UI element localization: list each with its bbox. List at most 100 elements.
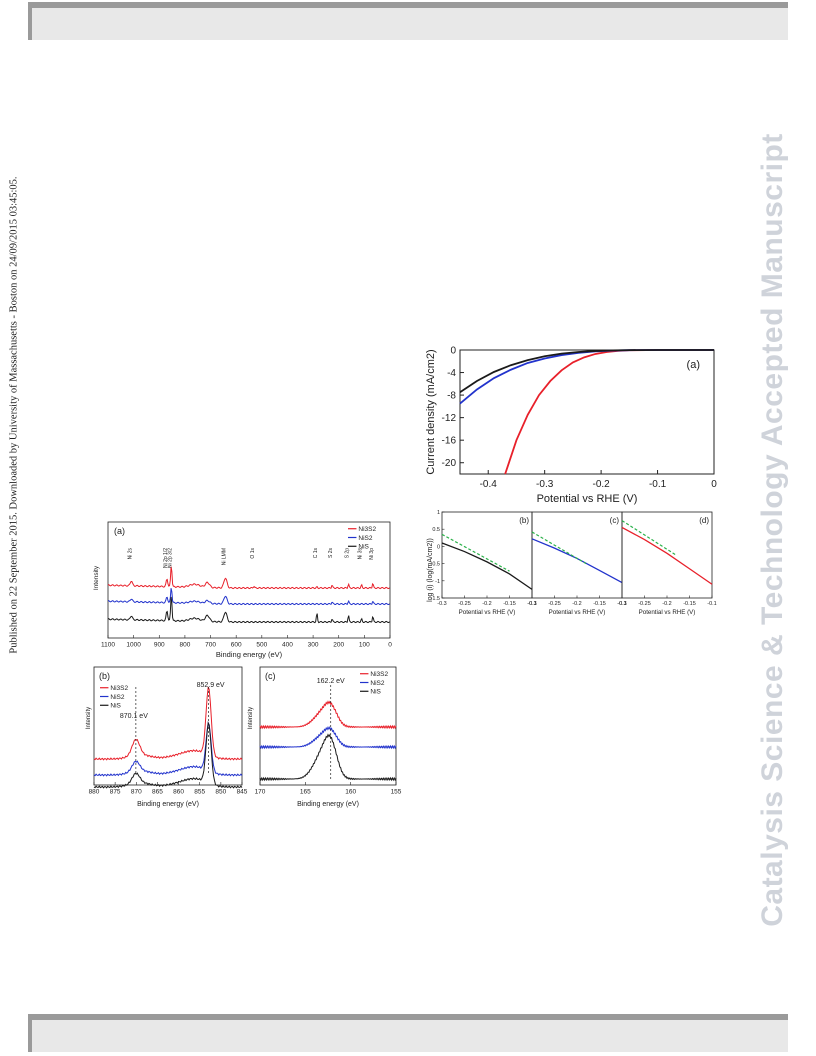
lsv-y-tick-label: -16 <box>442 436 457 447</box>
legend-label-ni3s2: Ni3S2 <box>358 526 376 533</box>
lsv-x-tick-label: 0 <box>711 479 717 490</box>
tafel-x-tick-label: -0.2 <box>482 601 491 607</box>
xps-x-tick-label: 865 <box>152 789 163 796</box>
xps-x-tick-label: 870 <box>131 789 142 796</box>
xps-x-tick-label: 800 <box>179 642 190 649</box>
survey-peak-label: O 1s <box>250 548 256 559</box>
tafel-x-axis-label: Potential vs RHE (V) <box>459 609 516 616</box>
tafel-x-tick-label: -0.1 <box>527 601 536 607</box>
xps-x-tick-label: 1000 <box>126 642 141 649</box>
tafel-x-tick-label: -0.1 <box>617 601 626 607</box>
xps-x-tick-label: 900 <box>154 642 165 649</box>
legend-label-nis: NiS <box>110 703 121 710</box>
journal-watermark-text: Catalysis Science & Technology Accepted … <box>756 133 789 927</box>
ni2p-curve-nis2 <box>93 721 243 777</box>
xps-x-tick-label: 165 <box>300 789 311 796</box>
xps-x-tick-label: 850 <box>215 789 226 796</box>
tafel-y-axis-label: log (i) (log(mA/cm2)) <box>427 538 434 602</box>
legend-label-ni3s2: Ni3S2 <box>370 671 388 678</box>
tafel-x-tick-label: -0.25 <box>548 601 561 607</box>
lsv-curve-nis <box>459 349 714 394</box>
survey-y-axis-label: Intensity <box>93 565 100 590</box>
lsv-x-tick-label: -0.1 <box>649 479 667 490</box>
s2p-panel-label: (c) <box>265 671 276 681</box>
legend-label-nis: NiS <box>370 689 381 696</box>
tafel-x-tick-label: -0.25 <box>458 601 471 607</box>
tafel-x-tick-label: -0.15 <box>683 601 696 607</box>
lsv-y-tick-label: -20 <box>442 458 457 469</box>
ni2p-peak-annotation: 870.1 eV <box>120 713 148 720</box>
s2p-y-axis-label: Intensity <box>248 707 254 729</box>
bottom-frame-bar <box>28 1014 788 1052</box>
xps-x-tick-label: 160 <box>345 789 356 796</box>
tafel-charts: log (i) (log(mA/cm2)) -0.3 -0.25 -0.2 -0.15… <box>427 510 717 616</box>
ni2p-curve-ni3s2 <box>93 686 243 761</box>
lsv-curve-nis2 <box>459 349 714 405</box>
xps-x-tick-label: 700 <box>205 642 216 649</box>
xps-x-tick-label: 500 <box>256 642 267 649</box>
tafel-x-axis-label: Potential vs RHE (V) <box>639 609 696 616</box>
ni2p-peak-annotation: 852.9 eV <box>197 682 225 689</box>
lsv-plot-frame <box>459 349 715 475</box>
survey-curve-nis <box>107 596 390 624</box>
xps-x-tick-label: 875 <box>110 789 121 796</box>
top-frame-bar <box>28 2 788 40</box>
xps-x-tick-label: 100 <box>359 642 370 649</box>
tafel-y-tick-label: -1 <box>435 579 440 585</box>
publication-note-text: Published on 22 September 2015. Download… <box>8 176 20 654</box>
tafel-y-tick-label: 1 <box>437 510 440 516</box>
lsv-x-tick-label: -0.4 <box>480 479 498 490</box>
tafel-y-tick-label: 0.5 <box>432 527 440 533</box>
survey-x-axis-label: Binding energy (eV) <box>216 650 283 659</box>
s2p-curve-nis <box>259 733 397 782</box>
xps-x-tick-label: 155 <box>391 789 402 796</box>
tafel-y-tick-label: -0.5 <box>431 562 440 568</box>
survey-peak-label: Ni 2s <box>127 548 133 560</box>
tafel-x-tick-label: -0.15 <box>503 601 516 607</box>
s2p-curve-ni3s2 <box>259 700 397 730</box>
tafel-fit-line <box>441 533 510 572</box>
lsv-x-tick-label: -0.2 <box>592 479 610 490</box>
lsv-x-tick-label: -0.3 <box>536 479 554 490</box>
tafel-x-tick-label: -0.15 <box>593 601 606 607</box>
tafel-x-tick-label: -0.3 <box>437 601 446 607</box>
lsv-curve-ni3s2 <box>504 349 714 475</box>
tafel-panel-label: (d) <box>699 516 709 525</box>
tafel-curve-ni3s2 <box>621 526 713 585</box>
lsv-y-tick-label: -12 <box>442 413 457 424</box>
survey-peak-label: Ni 3p <box>369 548 375 560</box>
tafel-frame-(c) <box>531 511 623 599</box>
legend-label-nis2: NiS2 <box>358 535 372 542</box>
ni2p-curve-nis <box>93 721 243 789</box>
legend-label-nis: NiS <box>358 544 369 551</box>
xps-x-tick-label: 400 <box>282 642 293 649</box>
survey-panel-label: (a) <box>114 526 125 536</box>
tafel-y-tick-label: 0 <box>437 544 440 550</box>
lsv-panel-label: (a) <box>687 359 700 371</box>
journal-watermark: Catalysis Science & Technology Accepted … <box>738 115 808 945</box>
tafel-curve-nis2 <box>531 538 623 584</box>
tafel-fit-line <box>621 520 677 556</box>
tafel-panel-label: (c) <box>610 516 620 525</box>
tafel-x-tick-label: -0.2 <box>662 601 671 607</box>
survey-peak-label: Ni 3s <box>358 548 364 560</box>
tafel-panel-label: (b) <box>519 516 529 525</box>
xps-x-tick-label: 880 <box>89 789 100 796</box>
lsv-x-axis-label: Potential vs RHE (V) <box>537 493 638 505</box>
survey-plot-frame <box>107 521 391 639</box>
xps-x-tick-label: 855 <box>194 789 205 796</box>
xps-x-tick-label: 170 <box>255 789 266 796</box>
xps-x-tick-label: 860 <box>173 789 184 796</box>
tafel-x-tick-label: -0.25 <box>638 601 651 607</box>
ni2p-x-axis-label: Binding energy (eV) <box>137 801 199 808</box>
tafel-fit-line <box>531 531 587 565</box>
survey-curve-ni3s2 <box>107 566 390 590</box>
xps-survey-chart: 1100 1000 900 800 700 600 500 400 300 200 100 0Ni 2… <box>93 521 392 659</box>
tafel-x-tick-label: -0.3 <box>617 601 626 607</box>
legend-label-nis2: NiS2 <box>370 680 384 687</box>
survey-peak-label: C 1s <box>313 548 319 559</box>
legend-label-nis2: NiS2 <box>110 694 124 701</box>
survey-peak-label: S 2p <box>344 548 350 559</box>
survey-peak-label: Ni LMM <box>221 548 227 565</box>
survey-peak-label: Ni 2p 3/2 <box>167 548 173 568</box>
